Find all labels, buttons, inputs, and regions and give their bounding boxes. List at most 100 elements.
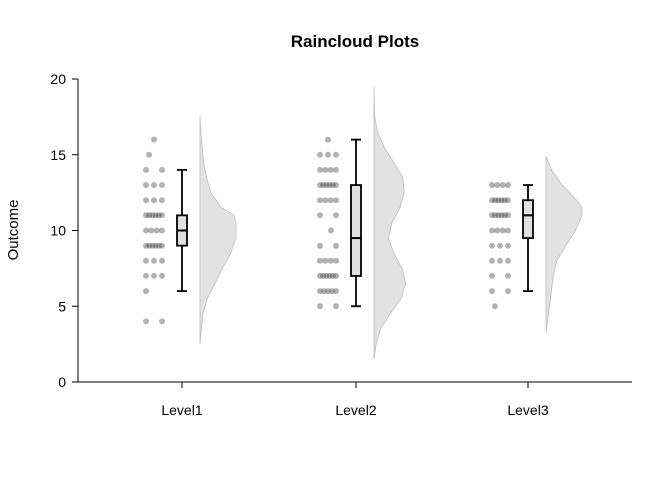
y-axis-label: Outcome [5, 200, 22, 261]
data-point [317, 182, 323, 188]
data-point [505, 197, 511, 204]
data-point [505, 182, 511, 188]
data-point [146, 151, 152, 158]
data-point [322, 166, 329, 173]
data-point [148, 227, 155, 234]
data-point [333, 272, 339, 279]
data-point [329, 272, 336, 279]
data-point [323, 272, 330, 279]
data-point [143, 318, 149, 325]
y-tick-label: 10 [50, 223, 66, 239]
data-point [499, 182, 506, 188]
data-point [489, 242, 495, 249]
data-point [159, 318, 165, 325]
data-point [333, 212, 339, 219]
data-point [327, 166, 334, 173]
data-point [333, 151, 339, 158]
data-point [505, 257, 511, 264]
data-point [151, 272, 157, 279]
data-point [325, 288, 331, 295]
data-point [505, 242, 511, 249]
data-point [155, 212, 162, 219]
data-point [492, 303, 498, 310]
x-tick-label: Level1 [161, 402, 202, 418]
data-point [494, 182, 501, 188]
data-point [325, 151, 331, 158]
data-point [333, 242, 339, 249]
data-point [317, 303, 323, 310]
data-point [143, 272, 149, 279]
data-point [329, 182, 336, 188]
data-point [326, 272, 333, 279]
data-point [497, 242, 503, 249]
data-point [152, 212, 159, 219]
data-point [333, 182, 339, 188]
data-point [317, 288, 323, 295]
data-point [151, 197, 157, 204]
data-point [317, 166, 323, 173]
data-point [151, 182, 157, 188]
data-point [159, 182, 165, 188]
data-point [505, 212, 511, 219]
data-point [489, 272, 495, 279]
x-tick-label: Level2 [335, 402, 376, 418]
data-point [317, 212, 323, 219]
data-point [143, 257, 149, 264]
data-point [328, 227, 334, 234]
data-point [159, 212, 165, 219]
data-point [333, 288, 339, 295]
data-point [153, 227, 160, 234]
data-point [327, 257, 334, 264]
data-point [489, 212, 495, 219]
data-point [489, 288, 495, 295]
box-iqr [522, 199, 534, 239]
data-point [320, 272, 327, 279]
y-tick-label: 5 [58, 298, 66, 314]
data-point [155, 242, 162, 249]
data-point [333, 303, 339, 310]
data-point [317, 257, 323, 264]
data-point [152, 242, 159, 249]
data-point [499, 227, 506, 234]
data-point [495, 212, 502, 219]
chart-title: Raincloud Plots [291, 32, 419, 51]
data-point [489, 197, 495, 204]
data-point [151, 257, 157, 264]
data-point [159, 166, 165, 173]
data-point [333, 166, 339, 173]
data-point [159, 197, 165, 204]
data-point [326, 182, 333, 188]
data-point [329, 288, 335, 295]
data-point [321, 288, 327, 295]
data-point [317, 197, 323, 204]
x-tick-label: Level3 [507, 402, 548, 418]
box-iqr [350, 184, 362, 277]
data-point [159, 227, 165, 234]
data-point [489, 257, 495, 264]
y-tick-label: 20 [50, 71, 66, 87]
data-point [149, 212, 156, 219]
data-point [159, 257, 165, 264]
data-point [492, 212, 499, 219]
data-point [498, 212, 505, 219]
data-point [497, 257, 503, 264]
data-point [323, 182, 330, 188]
data-point [317, 151, 323, 158]
data-point [149, 242, 156, 249]
data-point [489, 182, 495, 188]
data-point [151, 136, 157, 143]
data-point [143, 212, 149, 219]
data-point [146, 212, 153, 219]
density-cloud [545, 156, 583, 334]
data-point [501, 197, 508, 204]
data-point [495, 197, 502, 204]
data-point [492, 197, 499, 204]
data-point [159, 272, 165, 279]
density-cloud [199, 115, 237, 345]
data-point [143, 166, 149, 173]
data-point [317, 272, 323, 279]
data-point [146, 242, 153, 249]
data-point [505, 288, 511, 295]
density-cloud [373, 86, 407, 360]
